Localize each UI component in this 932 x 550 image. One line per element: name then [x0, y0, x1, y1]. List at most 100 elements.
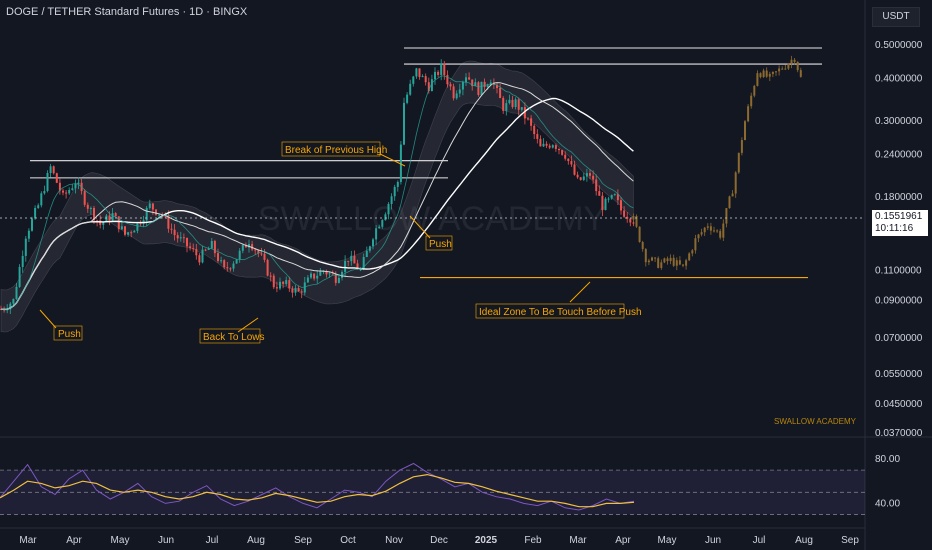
candle-body: [496, 84, 498, 88]
candle-body: [291, 288, 294, 293]
time-tick-label: Apr: [615, 535, 631, 546]
moving-averages: [0, 75, 634, 311]
projection-body: [719, 231, 722, 238]
candle-body: [46, 172, 49, 192]
price-tick-label: 0.0550000: [875, 369, 923, 380]
price-tick-label: 0.4000000: [875, 73, 923, 84]
candle-body: [288, 280, 291, 289]
projection-body: [706, 226, 709, 228]
projection-body: [700, 232, 703, 235]
projection-body: [672, 257, 675, 266]
candle-body: [198, 255, 201, 263]
candle-body: [89, 207, 92, 209]
candle-body: [120, 226, 123, 230]
candle-body: [325, 271, 328, 275]
rsi-pane: 80.00 40.00: [0, 454, 900, 515]
annotation-push-1: Push: [58, 329, 81, 340]
price-tick-label: 0.0450000: [875, 399, 923, 410]
candle-body: [344, 260, 347, 272]
rsi-moving-average: [0, 473, 635, 508]
candle-body: [186, 237, 188, 247]
candle-body: [266, 259, 269, 276]
time-tick-label: Mar: [19, 535, 37, 546]
candle-body: [629, 218, 632, 223]
candle-body: [217, 253, 219, 262]
price-tick-label: 0.5000000: [875, 40, 923, 51]
projection-body: [796, 61, 799, 71]
time-tick-label: May: [658, 535, 677, 546]
candle-body: [241, 244, 244, 251]
candle-body: [520, 107, 523, 110]
candle-body: [74, 183, 77, 189]
candle-body: [502, 98, 505, 111]
rsi-tick-label: 40.00: [875, 498, 900, 509]
projection-body: [716, 230, 719, 232]
candle-body: [542, 143, 545, 147]
projection-body: [744, 121, 746, 141]
currency-selector[interactable]: USDT: [872, 7, 920, 27]
projection-body: [669, 257, 672, 262]
candle-body: [589, 173, 591, 176]
candle-body: [558, 148, 560, 151]
candle-body: [207, 248, 210, 250]
projection-body: [709, 226, 712, 231]
projection-body: [666, 258, 669, 262]
candle-body: [359, 269, 362, 271]
candle-body: [415, 68, 418, 77]
candle-body: [300, 291, 303, 293]
candle-body: [111, 213, 114, 221]
candle-body: [483, 81, 486, 87]
candle-body: [173, 229, 176, 236]
candle-body: [368, 246, 371, 251]
candle-body: [170, 228, 173, 230]
candle-body: [477, 82, 480, 95]
candle-body: [124, 226, 126, 235]
candle-body: [133, 230, 136, 233]
candle-body: [229, 268, 232, 270]
annotation-ideal-zone: Ideal Zone To Be Touch Before Push: [479, 307, 642, 318]
candle-body: [393, 186, 396, 197]
candle-body: [331, 273, 334, 275]
time-tick-label: Jun: [705, 535, 721, 546]
time-tick-label: Jun: [158, 535, 174, 546]
candle-body: [127, 232, 130, 235]
time-tick-label: Apr: [66, 535, 82, 546]
candle-body: [626, 216, 629, 219]
candle-body: [316, 275, 319, 279]
candle-body: [362, 257, 365, 270]
moving-average-mid: [0, 82, 634, 310]
candle-body: [480, 81, 483, 95]
projection-body: [771, 71, 774, 74]
candle-body: [58, 182, 61, 191]
candle-body: [564, 154, 567, 159]
projection-body: [722, 223, 725, 238]
candle-body: [595, 179, 598, 192]
candle-body: [182, 237, 185, 239]
candle-body: [27, 230, 30, 239]
projection-body: [651, 257, 653, 261]
candle-body: [31, 218, 33, 231]
candle-body: [108, 215, 111, 221]
candle-body: [533, 125, 536, 135]
watermark: SWALLOW ACADEMY: [258, 200, 606, 238]
candle-body: [585, 173, 588, 177]
candle-body: [130, 232, 133, 234]
projection-body: [778, 68, 781, 72]
price-tick-label: 0.1100000: [875, 266, 922, 277]
candle-body: [204, 249, 207, 251]
candle-body: [579, 177, 582, 180]
candle-body: [24, 238, 27, 256]
projection-body: [737, 152, 740, 173]
candle-body: [93, 207, 95, 221]
candle-body: [356, 263, 359, 270]
projection-body: [731, 193, 734, 197]
candle-body: [248, 244, 250, 248]
candle-body: [508, 99, 511, 104]
time-tick-label: Sep: [841, 535, 859, 546]
signature: SWALLOW ACADEMY: [774, 417, 857, 426]
candle-body: [65, 192, 68, 194]
candle-body: [272, 275, 275, 288]
rsi-tick-label: 80.00: [875, 454, 900, 465]
candle-body: [551, 145, 554, 148]
